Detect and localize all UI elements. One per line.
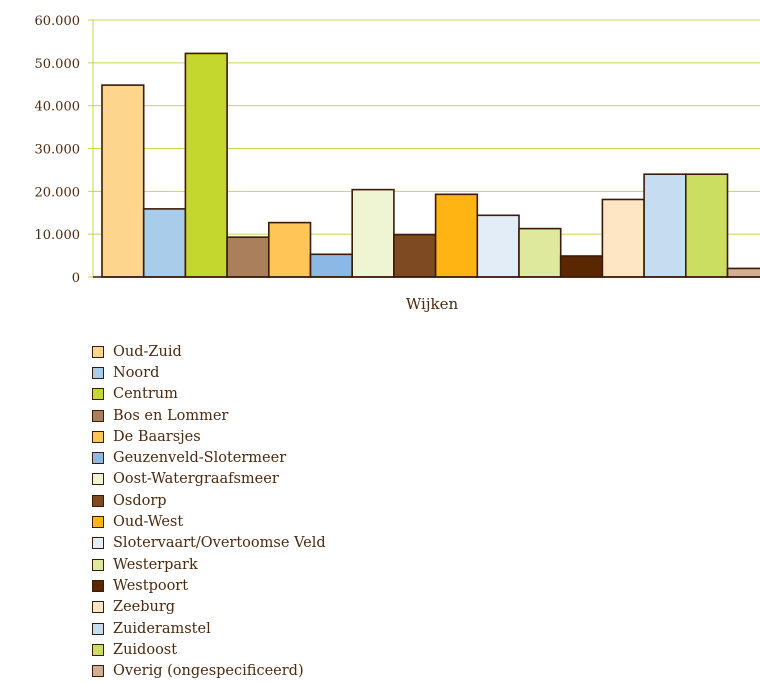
legend-swatch: [92, 580, 104, 592]
y-tick-label: 60.000: [35, 14, 81, 29]
legend-swatch: [92, 367, 104, 379]
legend-label: Osdorp: [113, 493, 167, 509]
y-tick-label: 20.000: [35, 185, 81, 200]
legend-label: Centrum: [113, 386, 178, 402]
legend-label: Zuideramstel: [113, 621, 211, 637]
legend-item: Slotervaart/Overtoomse Veld: [92, 533, 326, 554]
legend-item: Overig (ongespecificeerd): [92, 660, 326, 681]
legend-label: Oud-West: [113, 514, 183, 530]
legend-swatch: [92, 473, 104, 485]
bar-noord: [144, 209, 186, 277]
bar-zuideramstel: [644, 174, 686, 277]
legend-label: Noord: [113, 365, 159, 381]
y-tick-label: 40.000: [35, 100, 81, 115]
legend-label: Slotervaart/Overtoomse Veld: [113, 535, 326, 551]
bar-centrum: [185, 53, 227, 277]
legend-swatch: [92, 452, 104, 464]
legend-item: Zuideramstel: [92, 618, 326, 639]
legend-swatch: [92, 644, 104, 656]
legend-label: Zeeburg: [113, 599, 175, 615]
legend-label: Geuzenveld-Slotermeer: [113, 450, 286, 466]
bar-de-baarsjes: [269, 223, 311, 277]
legend-item: Bos en Lommer: [92, 405, 326, 426]
y-tick-label: 30.000: [35, 143, 81, 158]
legend-item: Oud-West: [92, 511, 326, 532]
legend: Oud-Zuid Noord Centrum Bos en Lommer De Baar…: [92, 341, 326, 682]
legend-swatch: [92, 537, 104, 549]
bar-slotervaart-overtoomse-veld: [477, 215, 519, 277]
legend-label: Zuidoost: [113, 642, 177, 658]
legend-item: Geuzenveld-Slotermeer: [92, 447, 326, 468]
legend-item: De Baarsjes: [92, 426, 326, 447]
legend-label: Westpoort: [113, 578, 188, 594]
legend-item: Noord: [92, 362, 326, 383]
legend-swatch: [92, 495, 104, 507]
legend-item: Zeeburg: [92, 597, 326, 618]
legend-swatch: [92, 346, 104, 358]
legend-swatch: [92, 431, 104, 443]
legend-label: Oost-Watergraafsmeer: [113, 471, 279, 487]
y-tick-label: 0: [72, 271, 80, 286]
bar-geuzenveld-slotermeer: [311, 254, 353, 277]
bar-osdorp: [394, 235, 436, 277]
legend-label: Oud-Zuid: [113, 344, 182, 360]
bar-westpoort: [561, 256, 603, 277]
bar-overig-ongespecificeerd-: [728, 268, 760, 277]
bar-bos-en-lommer: [227, 237, 269, 277]
legend-item: Centrum: [92, 384, 326, 405]
legend-item: Oost-Watergraafsmeer: [92, 469, 326, 490]
legend-swatch: [92, 623, 104, 635]
legend-swatch: [92, 516, 104, 528]
legend-label: De Baarsjes: [113, 429, 201, 445]
legend-swatch: [92, 388, 104, 400]
y-tick-label: 10.000: [35, 228, 81, 243]
legend-swatch: [92, 665, 104, 677]
bar-oud-zuid: [102, 85, 144, 277]
legend-item: Westpoort: [92, 575, 326, 596]
bar-zeeburg: [602, 199, 644, 277]
bar-chart: 0 10.000 20.000 30.000 40.000 50.000 60.000 Wi…: [0, 0, 760, 330]
legend-swatch: [92, 559, 104, 571]
bars: [102, 53, 760, 277]
legend-swatch: [92, 410, 104, 422]
bar-oost-watergraafsmeer: [352, 190, 394, 277]
legend-label: Overig (ongespecificeerd): [113, 663, 304, 679]
legend-item: Osdorp: [92, 490, 326, 511]
legend-label: Westerpark: [113, 557, 198, 573]
bar-westerpark: [519, 229, 561, 277]
legend-swatch: [92, 601, 104, 613]
x-axis-label: Wijken: [406, 295, 459, 313]
legend-item: Oud-Zuid: [92, 341, 326, 362]
bar-zuidoost: [686, 174, 728, 277]
bar-oud-west: [436, 194, 478, 277]
y-tick-label: 50.000: [35, 57, 81, 72]
legend-item: Zuidoost: [92, 639, 326, 660]
legend-item: Westerpark: [92, 554, 326, 575]
legend-label: Bos en Lommer: [113, 408, 228, 424]
